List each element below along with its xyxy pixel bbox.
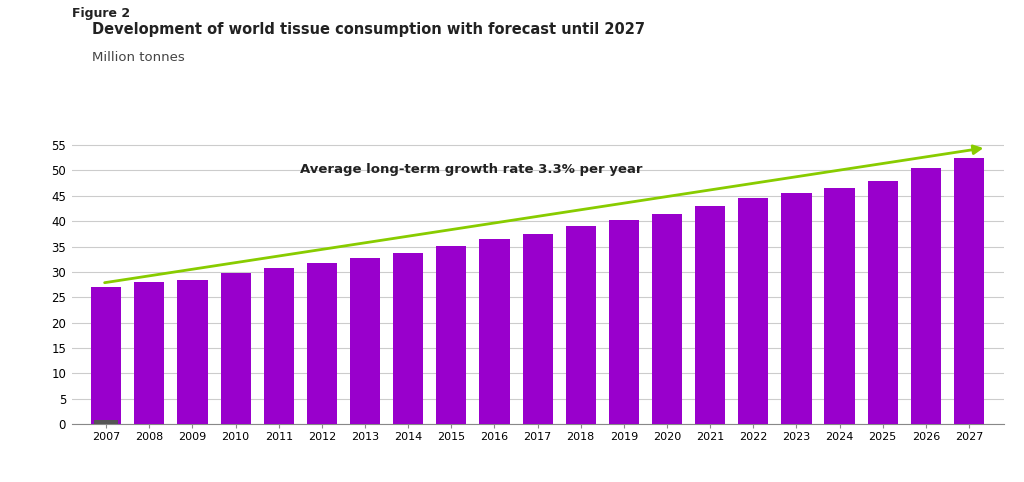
Text: Figure 2: Figure 2	[72, 7, 130, 20]
Bar	[479, 239, 510, 424]
Bar	[436, 245, 466, 424]
Bar	[91, 287, 121, 424]
Bar	[220, 273, 251, 424]
Bar	[781, 193, 812, 424]
Bar	[565, 226, 596, 424]
Bar	[134, 282, 165, 424]
Bar	[695, 206, 725, 424]
Bar	[652, 214, 682, 424]
Bar	[954, 158, 984, 424]
Bar	[263, 268, 294, 424]
Bar	[824, 188, 855, 424]
Text: Average long-term growth rate 3.3% per year: Average long-term growth rate 3.3% per y…	[300, 163, 643, 176]
Bar	[867, 181, 898, 424]
Bar	[177, 280, 208, 424]
Bar	[393, 253, 423, 424]
Bar	[307, 263, 337, 424]
Text: Million tonnes: Million tonnes	[92, 51, 185, 64]
Bar	[94, 420, 118, 424]
Bar	[738, 199, 768, 424]
Text: Development of world tissue consumption with forecast until 2027: Development of world tissue consumption …	[92, 22, 645, 37]
Bar	[609, 220, 639, 424]
Bar	[350, 258, 380, 424]
Bar	[910, 168, 941, 424]
Bar	[522, 234, 553, 424]
